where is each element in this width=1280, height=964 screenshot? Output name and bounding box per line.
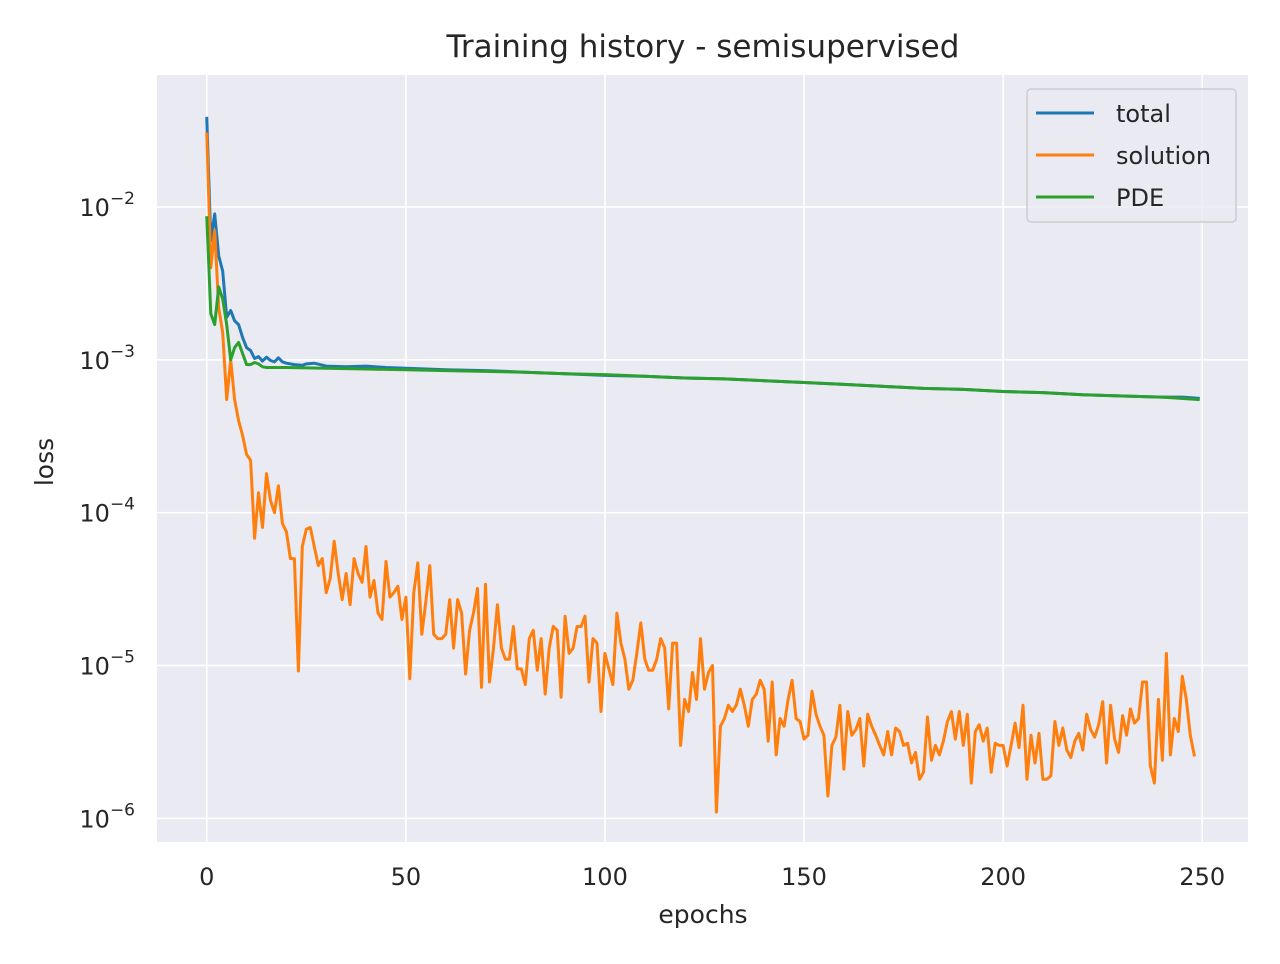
y-tick-label: 10−6 — [79, 800, 135, 833]
y-tick-label: 10−4 — [79, 495, 135, 528]
y-axis-label: loss — [30, 438, 59, 486]
y-tick-exponent: −5 — [110, 647, 135, 667]
y-tick-base: 10 — [79, 347, 110, 375]
y-tick-exponent: −4 — [110, 495, 135, 515]
y-tick-base: 10 — [79, 194, 110, 222]
y-tick-base: 10 — [79, 805, 110, 833]
legend-label-solution: solution — [1116, 142, 1211, 170]
y-tick-base: 10 — [79, 500, 110, 528]
y-tick-label: 10−5 — [79, 647, 135, 680]
series-line-pde — [205, 216, 1200, 402]
y-tick-label: 10−3 — [79, 342, 135, 375]
y-tick-base: 10 — [79, 652, 110, 680]
x-axis-ticks: 0 50 100 150 200 250 — [199, 863, 1225, 891]
x-tick-label: 50 — [391, 863, 422, 891]
series-lines — [205, 116, 1200, 814]
x-tick-label: 0 — [199, 863, 214, 891]
y-tick-exponent: −2 — [110, 189, 135, 209]
x-tick-label: 100 — [582, 863, 628, 891]
y-axis-ticks: 10−610−510−410−310−2 — [79, 189, 135, 833]
y-tick-label: 10−2 — [79, 189, 135, 222]
series-line-solution — [205, 132, 1196, 814]
legend-box — [1026, 88, 1237, 223]
legend-label-total: total — [1116, 100, 1171, 128]
x-tick-label: 150 — [781, 863, 827, 891]
legend-label-pde: PDE — [1116, 184, 1164, 212]
y-tick-exponent: −6 — [110, 800, 135, 820]
legend: total solution PDE — [1026, 88, 1237, 223]
chart-title: Training history - semisupervised — [446, 29, 960, 65]
x-tick-label: 200 — [980, 863, 1026, 891]
x-tick-label: 250 — [1179, 863, 1225, 891]
y-tick-exponent: −3 — [110, 342, 135, 362]
x-axis-label: epochs — [658, 900, 747, 929]
